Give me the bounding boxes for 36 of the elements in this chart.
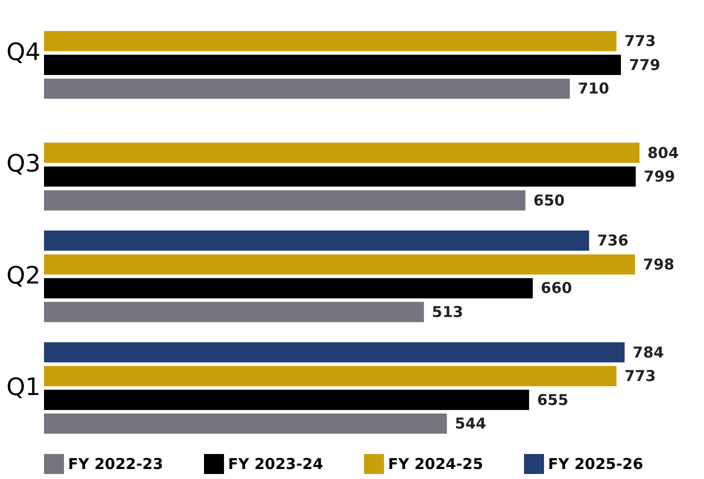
y-tick-label: Q2 [6,261,40,290]
y-tick-label: Q1 [6,372,40,401]
data-label: 736 [597,232,628,250]
bar [44,390,530,410]
bar [44,414,447,434]
data-label: 710 [578,80,610,98]
data-label: 513 [432,303,464,321]
data-label: 655 [537,390,568,409]
data-label: 544 [454,414,486,433]
data-label: 804 [647,144,679,162]
bar [44,302,424,322]
bar [44,54,621,76]
data-label: 779 [628,56,660,74]
bar [44,31,616,52]
bar [44,78,570,99]
bar [44,142,640,163]
y-tick-label: Q3 [6,150,40,178]
bar [44,342,625,362]
bar [44,230,590,251]
bar [44,366,616,386]
legend-label: FY 2023-24 [228,455,324,473]
data-label: 773 [624,32,656,50]
y-tick-label: Q4 [6,38,40,66]
data-label: 799 [644,168,676,186]
bar [44,166,636,187]
data-label: 773 [624,367,656,386]
data-label: 660 [540,279,572,298]
legend-label: FY 2022-23 [68,455,164,473]
legend-label: FY 2024-25 [388,455,484,473]
data-label: 798 [643,255,674,274]
bar [44,254,636,275]
bar [44,278,533,298]
data-label: 784 [632,343,664,362]
legend-label: FY 2025-26 [548,455,644,473]
bar [44,190,526,210]
data-label: 650 [533,191,565,210]
